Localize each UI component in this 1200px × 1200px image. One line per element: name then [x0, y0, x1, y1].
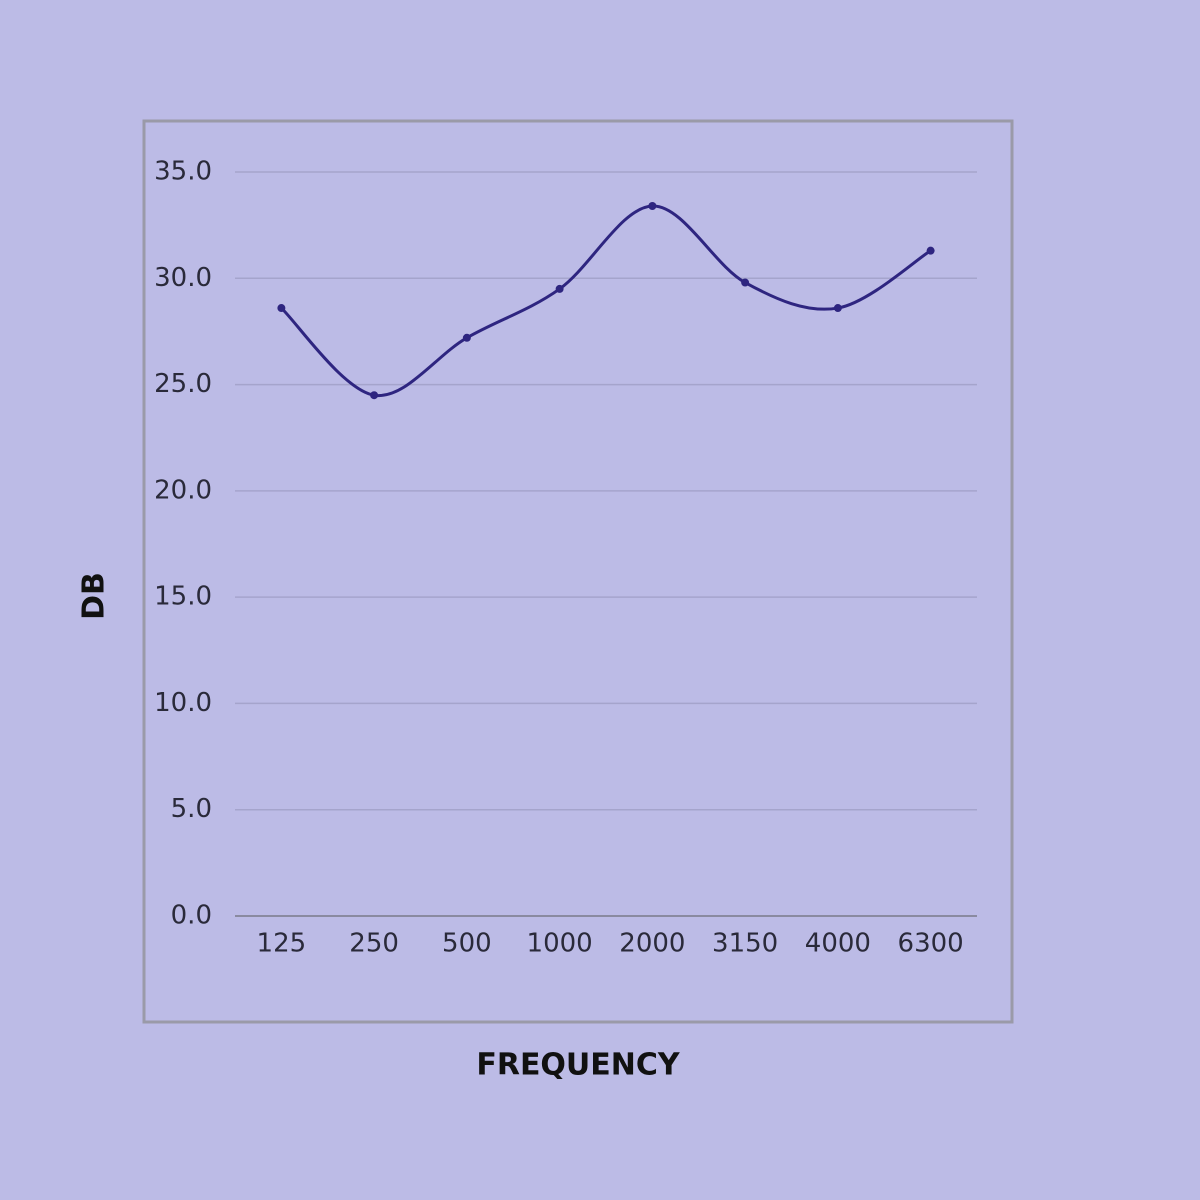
y-tick-label: 35.0	[154, 157, 212, 187]
y-tick-label: 25.0	[154, 369, 212, 399]
y-axis-title: DB	[77, 572, 112, 620]
y-tick-label: 30.0	[154, 263, 212, 293]
point	[277, 304, 286, 313]
point	[370, 391, 379, 400]
point	[555, 284, 564, 293]
y-tick-label: 0.0	[171, 901, 212, 931]
y-tick-label: 10.0	[154, 688, 212, 718]
chart-frame	[142, 119, 1014, 1024]
x-tick-label: 4000	[805, 929, 871, 959]
y-tick-label: 15.0	[154, 582, 212, 612]
point	[833, 304, 842, 313]
x-tick-label: 2000	[619, 929, 685, 959]
x-tick-label: 250	[349, 929, 399, 959]
y-tick-label: 5.0	[171, 794, 212, 824]
x-tick-label: 1000	[527, 929, 593, 959]
point	[462, 333, 471, 342]
x-tick-label: 6300	[898, 929, 964, 959]
x-tick-label: 3150	[712, 929, 778, 959]
point	[648, 202, 657, 211]
point	[741, 278, 750, 287]
y-tick-label: 20.0	[154, 475, 212, 505]
x-tick-label: 500	[442, 929, 492, 959]
point	[926, 246, 935, 255]
x-axis-title: FREQUENCY	[476, 1048, 681, 1083]
line	[280, 204, 932, 397]
x-tick-label: 125	[257, 929, 307, 959]
